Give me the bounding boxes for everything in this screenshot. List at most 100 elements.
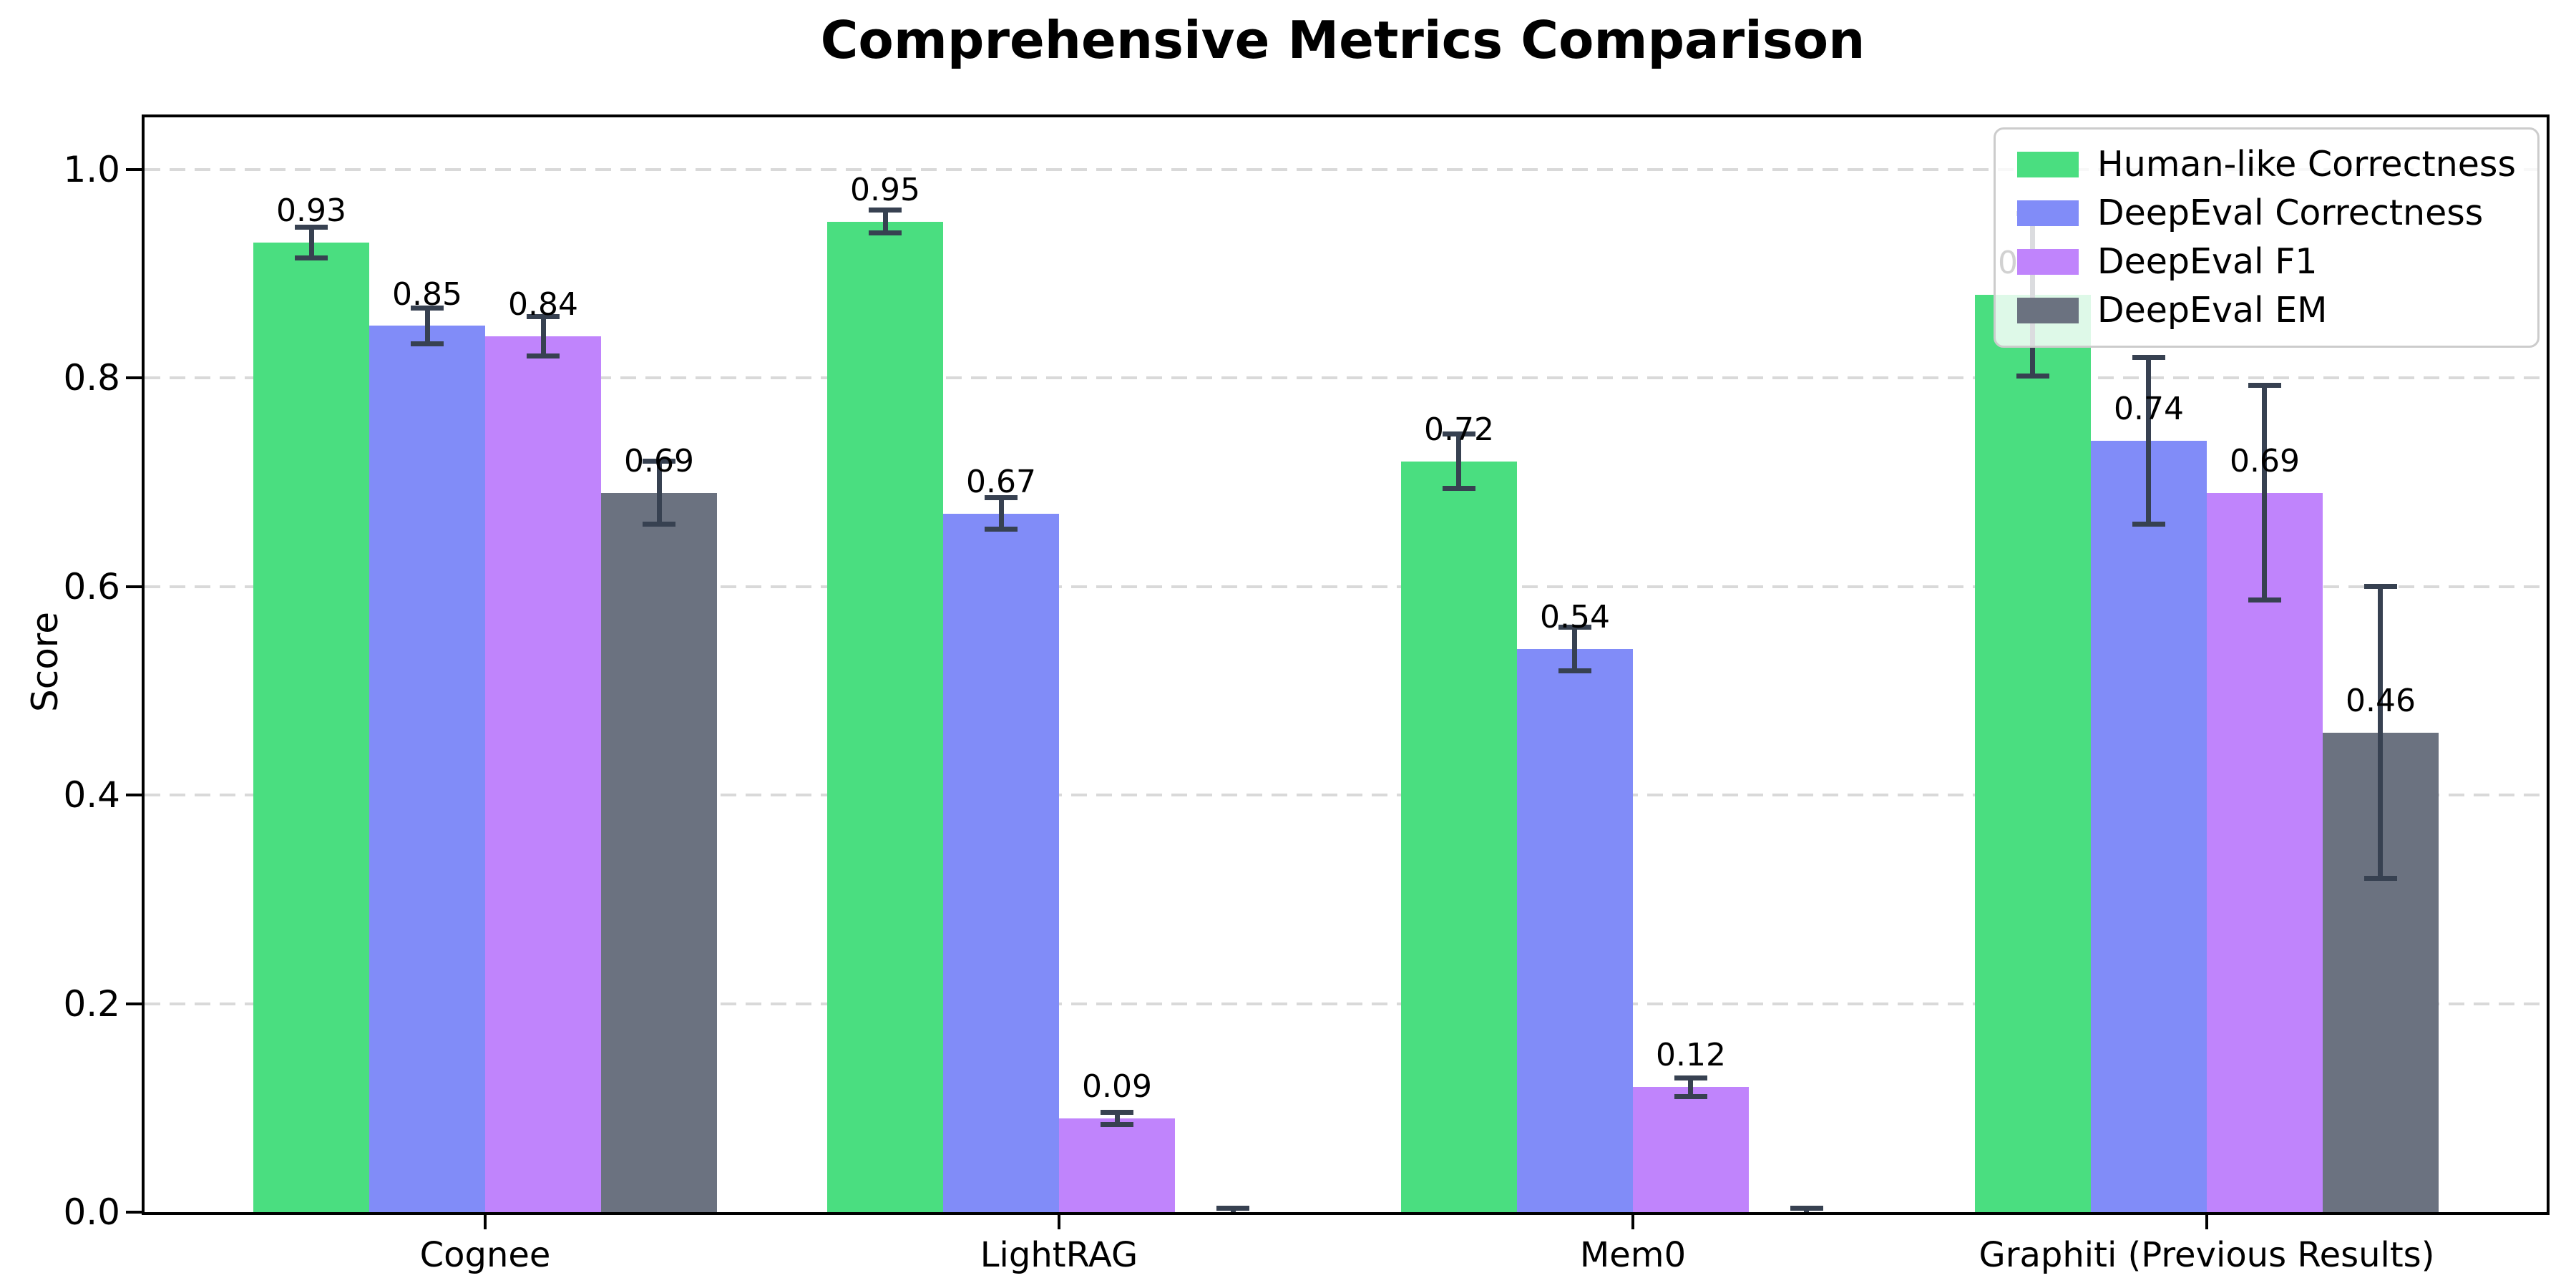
error-bar-cap-top: [1674, 1075, 1707, 1080]
error-bar: [424, 308, 430, 344]
bar-value-label: 0.74: [2114, 391, 2184, 427]
error-bar-cap-bottom: [985, 527, 1018, 532]
error-bar: [1688, 1078, 1694, 1097]
error-bar-cap-bottom: [527, 353, 560, 359]
error-bar-cap-bottom: [1558, 668, 1591, 674]
bar: [2206, 492, 2323, 1212]
legend-swatch: [2016, 298, 2079, 323]
legend: Human-like Correctness DeepEval Correctne…: [1993, 127, 2540, 348]
error-bar-cap-bottom: [2248, 597, 2281, 603]
error-bar-cap-bottom: [2363, 876, 2397, 882]
bar: [369, 326, 486, 1212]
error-bar: [1572, 627, 1578, 671]
error-bar: [2378, 586, 2384, 879]
bar: [1059, 1118, 1175, 1212]
error-bar-cap-bottom: [411, 341, 444, 346]
error-bar-cap-top: [1216, 1205, 1249, 1211]
error-bar: [2146, 357, 2152, 525]
error-bar-cap-top: [1558, 625, 1591, 630]
legend-item: DeepEval EM: [2016, 290, 2516, 331]
y-tick-label: 0.8: [63, 357, 120, 399]
legend-label: DeepEval F1: [2097, 241, 2318, 282]
error-bar: [1456, 434, 1462, 489]
error-bar-cap-bottom: [1101, 1122, 1133, 1128]
x-tick-mark: [2205, 1212, 2208, 1229]
legend-item: DeepEval Correctness: [2016, 192, 2516, 233]
error-bar: [308, 227, 314, 258]
error-bar-cap-top: [869, 208, 902, 213]
error-bar: [998, 497, 1004, 530]
bar: [601, 492, 718, 1212]
legend-label: DeepEval Correctness: [2097, 192, 2484, 233]
y-tick-label: 1.0: [63, 148, 120, 190]
bar-value-label: 0.46: [2346, 683, 2416, 719]
error-bar-cap-top: [1442, 431, 1475, 437]
error-bar-cap-bottom: [2132, 521, 2165, 527]
error-bar-cap-bottom: [295, 255, 328, 261]
gridline: [145, 167, 2547, 171]
bar: [485, 336, 602, 1212]
x-tick-label: Cognee: [419, 1235, 551, 1275]
error-bar-cap-top: [411, 306, 444, 311]
y-tick-mark: [126, 585, 142, 588]
error-bar-cap-top: [2248, 382, 2281, 388]
error-bar-cap-top: [985, 495, 1018, 501]
x-tick-mark: [1058, 1212, 1060, 1229]
error-bar-cap-bottom: [869, 230, 902, 236]
legend-label: DeepEval EM: [2097, 290, 2328, 331]
bar: [1974, 294, 2091, 1212]
bar: [253, 242, 370, 1212]
legend-item: Human-like Correctness: [2016, 144, 2516, 185]
error-bar-cap-top: [2132, 354, 2165, 360]
gridline: [145, 1002, 2547, 1005]
error-bar-cap-bottom: [1674, 1093, 1707, 1099]
x-tick-mark: [484, 1212, 487, 1229]
error-bar-cap-bottom: [1442, 486, 1475, 492]
legend-swatch: [2016, 249, 2079, 275]
y-tick-label: 0.4: [63, 774, 120, 816]
bar: [1632, 1087, 1749, 1212]
y-tick-mark: [126, 1002, 142, 1005]
error-bar-cap-bottom: [2016, 373, 2049, 379]
bar-value-label: 0.69: [624, 442, 694, 479]
bar-value-label: 0.93: [276, 192, 346, 230]
bar-value-label: 0.67: [966, 464, 1036, 500]
legend-swatch: [2016, 152, 2079, 177]
bar: [827, 221, 943, 1212]
bar: [1400, 461, 1517, 1212]
legend-item: DeepEval F1: [2016, 241, 2516, 282]
y-tick-mark: [126, 794, 142, 797]
legend-swatch: [2016, 200, 2079, 226]
y-tick-mark: [126, 167, 142, 171]
bar: [943, 513, 1059, 1212]
y-axis-label: Score: [24, 611, 66, 713]
bar: [2090, 440, 2207, 1212]
bar-value-label: 0.95: [850, 172, 920, 208]
gridline: [145, 376, 2547, 380]
error-bar: [1114, 1112, 1120, 1125]
y-tick-label: 0.6: [63, 565, 120, 608]
chart-title: Comprehensive Metrics Comparison: [820, 10, 1865, 70]
bar: [1516, 649, 1633, 1212]
error-bar: [882, 210, 888, 233]
x-tick-mark: [1631, 1212, 1634, 1229]
x-tick-label: Graphiti (Previous Results): [1979, 1235, 2435, 1275]
error-bar-cap-top: [1790, 1205, 1823, 1211]
plot-area: Human-like Correctness DeepEval Correctne…: [63, 114, 2550, 1275]
bar-value-label: 0.12: [1656, 1037, 1726, 1074]
y-tick-label: 0.0: [63, 1191, 120, 1233]
y-tick-mark: [126, 376, 142, 380]
error-bar: [656, 461, 662, 525]
y-tick-label: 0.2: [63, 982, 120, 1025]
x-tick-label: Mem0: [1579, 1235, 1687, 1275]
gridline: [145, 794, 2547, 797]
bar-value-label: 0.84: [508, 286, 578, 323]
error-bar-cap-top: [643, 459, 676, 464]
bar-value-label: 0.72: [1424, 411, 1494, 449]
bar-value-label: 0.09: [1082, 1068, 1152, 1106]
legend-label: Human-like Correctness: [2097, 144, 2516, 185]
error-bar-cap-top: [1101, 1109, 1133, 1115]
error-bar: [2262, 385, 2268, 600]
error-bar-cap-top: [295, 224, 328, 230]
